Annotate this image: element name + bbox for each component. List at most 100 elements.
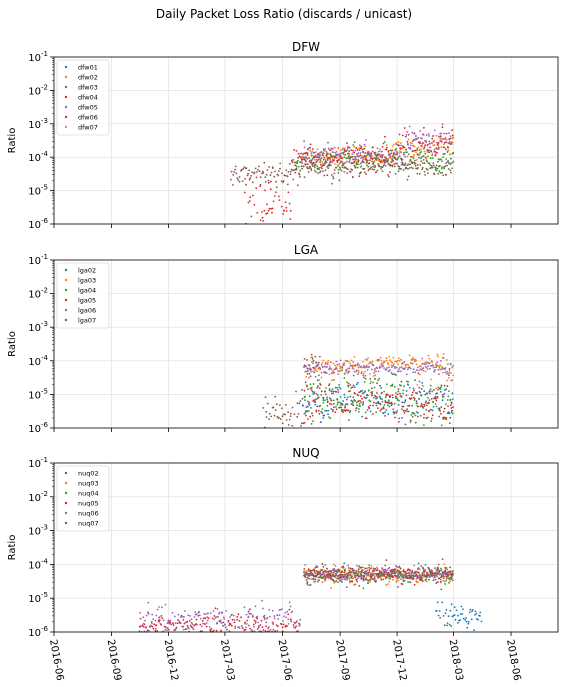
- x-tick-label: 2017-03: [218, 639, 236, 682]
- data-point-dfw06: [322, 170, 324, 173]
- data-point-dfw02: [399, 150, 401, 152]
- data-point-lga03: [389, 359, 391, 362]
- data-point-lga07: [307, 367, 309, 370]
- data-point-dfw06: [338, 179, 341, 182]
- data-point-dfw05: [383, 163, 386, 166]
- data-point-nuq06: [402, 573, 404, 576]
- data-point-dfw06: [351, 175, 354, 178]
- data-point-nuq04: [324, 564, 327, 566]
- data-point-nuq04: [337, 581, 339, 584]
- data-point-lga04: [346, 396, 349, 399]
- legend-marker: [64, 298, 68, 302]
- data-point-dfw05: [301, 156, 303, 159]
- data-point-lga04: [424, 393, 427, 396]
- data-point-lga06: [451, 366, 453, 369]
- legend-marker: [64, 511, 68, 515]
- data-point-nuq02: [477, 619, 479, 621]
- data-point-nuq06: [324, 579, 327, 582]
- data-point-lga07: [291, 424, 294, 427]
- data-point-lga06: [393, 373, 395, 376]
- data-point-nuq05: [234, 625, 237, 628]
- data-point-lga04: [406, 410, 409, 413]
- data-point-lga05: [421, 405, 424, 408]
- data-point-lga05: [370, 391, 373, 394]
- data-point-lga06: [357, 366, 360, 369]
- data-point-dfw03: [375, 156, 378, 159]
- data-point-lga07: [280, 407, 283, 410]
- data-point-dfw06: [450, 171, 452, 174]
- data-point-dfw05: [395, 143, 397, 146]
- data-point-dfw02: [364, 145, 367, 148]
- data-point-nuq06: [219, 619, 222, 622]
- data-point-nuq05: [262, 629, 265, 631]
- data-point-lga05: [452, 406, 454, 409]
- y-tick-label: 10-1: [28, 50, 48, 64]
- data-point-dfw06: [392, 160, 395, 162]
- data-point-dfw03: [450, 157, 452, 160]
- data-point-lga05: [395, 412, 398, 414]
- data-point-lga03: [363, 372, 365, 375]
- data-point-dfw04: [341, 157, 344, 160]
- data-point-lga05: [447, 405, 449, 407]
- data-point-lga03: [407, 364, 410, 366]
- data-point-lga06: [395, 366, 398, 369]
- data-point-lga06: [347, 372, 349, 374]
- data-point-dfw06: [304, 163, 307, 166]
- data-point-lga03: [418, 369, 421, 372]
- data-point-nuq04: [410, 574, 413, 576]
- data-point-lga05: [370, 387, 373, 390]
- data-point-dfw06: [401, 161, 403, 164]
- data-point-dfw06: [294, 171, 297, 174]
- data-point-lga05: [429, 390, 431, 392]
- data-point-dfw05: [371, 150, 374, 153]
- data-point-dfw04: [435, 151, 438, 154]
- data-point-dfw03: [423, 170, 426, 173]
- data-point-dfw02: [398, 152, 401, 155]
- data-point-dfw04: [398, 133, 401, 136]
- data-point-lga05: [440, 384, 443, 387]
- data-point-nuq06: [232, 614, 235, 617]
- data-point-nuq06: [152, 618, 155, 620]
- data-point-lga05: [365, 417, 368, 420]
- data-point-lga05: [448, 374, 450, 377]
- data-point-dfw04: [295, 150, 298, 152]
- legend-entry: lga02: [78, 267, 96, 275]
- data-point-nuq07: [353, 583, 356, 586]
- data-point-dfw04: [386, 146, 388, 149]
- data-point-dfw04: [329, 149, 332, 152]
- legend-entry: lga06: [78, 307, 96, 315]
- data-point-lga03: [416, 384, 419, 386]
- data-point-nuq05: [195, 618, 198, 621]
- data-point-lga02: [421, 382, 424, 384]
- data-point-lga03: [442, 371, 444, 374]
- data-point-dfw05: [446, 150, 449, 153]
- data-point-lga02: [414, 414, 417, 417]
- data-point-lga06: [398, 370, 400, 373]
- data-point-dfw02: [448, 140, 451, 143]
- data-point-nuq02: [438, 610, 441, 612]
- data-point-lga06: [440, 359, 442, 362]
- data-point-lga07: [296, 402, 299, 405]
- data-point-dfw06: [253, 171, 256, 174]
- data-point-lga04: [394, 392, 397, 394]
- data-point-lga05: [440, 412, 442, 415]
- data-point-lga05: [335, 408, 338, 411]
- data-point-dfw05: [333, 146, 336, 149]
- data-point-nuq07: [372, 578, 374, 581]
- data-point-nuq06: [202, 622, 205, 625]
- data-point-dfw06: [251, 171, 254, 174]
- data-point-dfw06: [433, 173, 436, 176]
- data-point-lga02: [315, 393, 318, 395]
- data-point-nuq06: [330, 571, 333, 574]
- data-point-lga07: [262, 407, 265, 409]
- data-point-nuq03: [373, 575, 376, 577]
- data-point-lga03: [312, 370, 314, 373]
- data-point-dfw05: [341, 148, 344, 151]
- data-point-lga06: [424, 363, 426, 366]
- data-point-lga05: [330, 399, 333, 402]
- data-point-nuq05: [286, 625, 288, 627]
- data-point-dfw03: [356, 149, 359, 152]
- data-point-dfw04: [364, 155, 367, 158]
- data-point-nuq07: [396, 577, 399, 579]
- data-point-dfw03: [297, 159, 299, 162]
